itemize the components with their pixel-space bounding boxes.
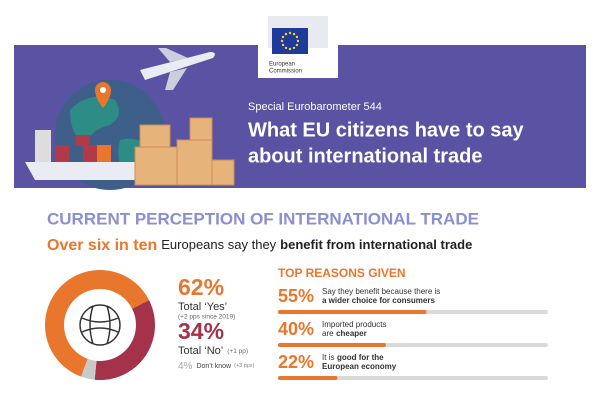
pin xyxy=(95,82,111,108)
star xyxy=(296,39,300,43)
value-label: 40% xyxy=(278,319,314,339)
bar xyxy=(278,376,338,380)
title: about international trade xyxy=(248,145,482,167)
star xyxy=(284,32,288,36)
reason-part: cheaper xyxy=(336,329,367,338)
star xyxy=(295,35,299,39)
reason-part: a wider choice for consumers xyxy=(322,296,435,305)
kicker: Special Eurobarometer 544 xyxy=(248,101,382,113)
title: What EU citizens have to say xyxy=(248,119,525,141)
star xyxy=(292,46,296,50)
ship xyxy=(25,130,145,180)
donut-segment xyxy=(94,300,156,380)
reason-part: European economy xyxy=(322,362,397,371)
donut-icon xyxy=(79,304,121,346)
headline: Over six in ten Europeans say they benefit… xyxy=(47,237,472,254)
reason-part: Imported products xyxy=(322,320,386,329)
reason-text: are cheaper xyxy=(322,329,367,338)
reasons-title: TOP REASONS GIVEN xyxy=(278,266,406,280)
star xyxy=(295,43,299,47)
star xyxy=(280,39,284,43)
logo-text: European xyxy=(269,62,295,68)
caption-text: Total ‘No’ xyxy=(178,345,223,357)
reason-text: It is good for the xyxy=(322,353,384,362)
caption: Total ‘Yes’ xyxy=(178,301,227,313)
logo-text: Commission xyxy=(269,69,302,75)
reason-part: good for the xyxy=(337,353,384,362)
reason-text: European economy xyxy=(322,362,397,371)
note: (+3 pps) xyxy=(234,363,254,369)
logo: European Commission xyxy=(258,10,338,78)
value-label: 4% xyxy=(178,361,193,372)
reason-text: Imported products xyxy=(322,320,386,329)
value-label: 62% xyxy=(178,274,224,300)
plane xyxy=(140,48,215,90)
reason-text: Say they benefit because there is xyxy=(322,287,440,296)
bar xyxy=(278,310,427,314)
donut-segment xyxy=(45,270,150,377)
caption: Don’t know xyxy=(196,363,232,370)
reason-part: Say they benefit because there is xyxy=(322,287,440,296)
star xyxy=(281,43,285,47)
note: (+1 pp) xyxy=(227,348,248,355)
dont-know: 4% Don’t know (+3 pps) xyxy=(178,361,255,372)
headline-part: Europeans say they xyxy=(161,237,276,252)
star xyxy=(281,35,285,39)
headline-part: benefit from international trade xyxy=(280,237,472,252)
boxes xyxy=(134,117,235,186)
reason-text: a wider choice for consumers xyxy=(322,296,435,305)
star xyxy=(288,47,292,51)
note: (+2 pps since 2019) xyxy=(178,314,235,321)
star xyxy=(284,46,288,50)
donut-segment xyxy=(81,358,97,380)
value-label: 55% xyxy=(278,286,314,306)
bar-track xyxy=(278,376,548,380)
section-title: CURRENT PERCEPTION OF INTERNATIONAL TRAD… xyxy=(47,209,479,228)
land xyxy=(70,96,150,175)
star xyxy=(292,32,296,36)
reason-part: are xyxy=(322,329,334,338)
reason-part: It is xyxy=(322,353,334,362)
caption: Total ‘No’ (+1 pp) xyxy=(178,345,248,357)
star xyxy=(288,31,292,35)
pin-dot xyxy=(100,87,106,93)
bar xyxy=(278,343,386,347)
value-label: 22% xyxy=(278,352,314,372)
illustration xyxy=(25,48,235,190)
value-label: 34% xyxy=(178,318,224,344)
headline-part: Over six in ten xyxy=(47,237,157,254)
